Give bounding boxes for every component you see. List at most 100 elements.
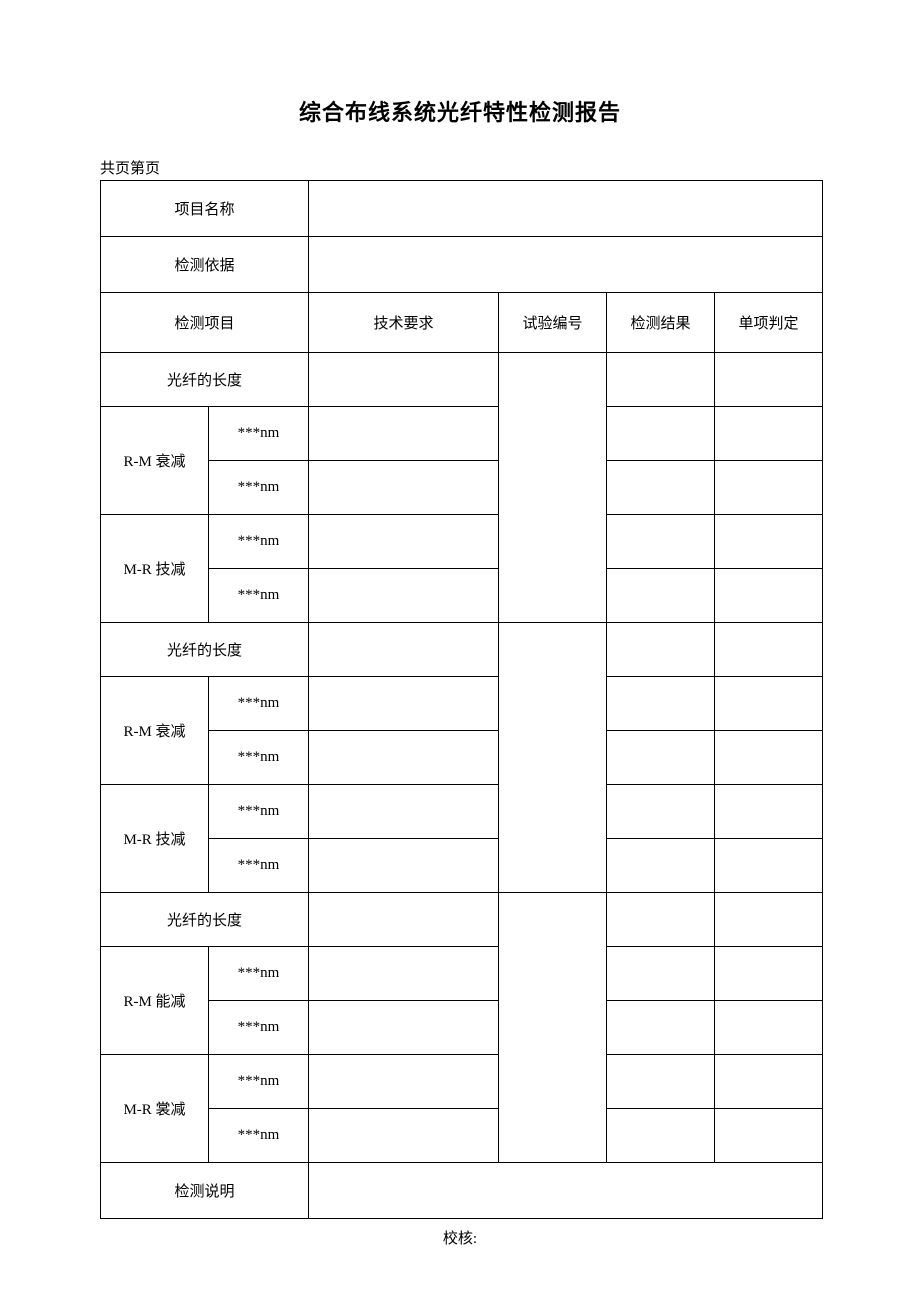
cell-judgment	[715, 947, 823, 1001]
label-fiber-length: 光纤的长度	[101, 893, 309, 947]
label-mr-2: M-R 技减	[101, 785, 209, 893]
label-nm: ***nm	[209, 569, 309, 623]
cell-test-result	[607, 623, 715, 677]
cell-judgment	[715, 1001, 823, 1055]
row-fiber-length-2: 光纤的长度	[101, 623, 823, 677]
label-mr-3: M-R 裳减	[101, 1055, 209, 1163]
cell-tech-req	[309, 569, 499, 623]
label-nm: ***nm	[209, 731, 309, 785]
label-fiber-length: 光纤的长度	[101, 623, 309, 677]
row-rm-3b: ***nm	[101, 1001, 823, 1055]
row-mr-1a: M-R 技减 ***nm	[101, 515, 823, 569]
row-fiber-length-1: 光纤的长度	[101, 353, 823, 407]
cell-judgment	[715, 677, 823, 731]
cell-test-result	[607, 731, 715, 785]
cell-test-result	[607, 1001, 715, 1055]
row-mr-1b: ***nm	[101, 569, 823, 623]
row-rm-1b: ***nm	[101, 461, 823, 515]
cell-judgment	[715, 461, 823, 515]
report-title: 综合布线系统光纤特性检测报告	[100, 95, 820, 127]
value-project-name	[309, 181, 823, 237]
cell-tech-req	[309, 731, 499, 785]
cell-tech-req	[309, 1109, 499, 1163]
cell-test-result	[607, 1055, 715, 1109]
cell-test-no-2	[499, 623, 607, 893]
cell-tech-req	[309, 947, 499, 1001]
cell-test-result	[607, 677, 715, 731]
cell-tech-req	[309, 515, 499, 569]
cell-judgment	[715, 893, 823, 947]
header-test-no: 试验编号	[499, 293, 607, 353]
report-table: 项目名称 检测依据 检测项目 技术要求 试验编号 检测结果 单项判定 光纤的长度…	[100, 180, 823, 1219]
cell-test-no-3	[499, 893, 607, 1163]
label-nm: ***nm	[209, 407, 309, 461]
label-fiber-length: 光纤的长度	[101, 353, 309, 407]
cell-tech-req	[309, 893, 499, 947]
header-test-result: 检测结果	[607, 293, 715, 353]
label-nm: ***nm	[209, 947, 309, 1001]
row-column-headers: 检测项目 技术要求 试验编号 检测结果 单项判定	[101, 293, 823, 353]
cell-tech-req	[309, 1001, 499, 1055]
label-nm: ***nm	[209, 1055, 309, 1109]
cell-judgment	[715, 515, 823, 569]
page-info: 共页第页	[100, 157, 820, 178]
label-project-name: 项目名称	[101, 181, 309, 237]
cell-test-result	[607, 839, 715, 893]
cell-test-result	[607, 353, 715, 407]
cell-judgment	[715, 1055, 823, 1109]
label-nm: ***nm	[209, 1001, 309, 1055]
label-rm-3: R-M 能减	[101, 947, 209, 1055]
cell-tech-req	[309, 407, 499, 461]
cell-test-result	[607, 893, 715, 947]
value-test-basis	[309, 237, 823, 293]
row-fiber-length-3: 光纤的长度	[101, 893, 823, 947]
cell-judgment	[715, 407, 823, 461]
cell-tech-req	[309, 623, 499, 677]
cell-test-result	[607, 569, 715, 623]
cell-test-result	[607, 407, 715, 461]
row-rm-2b: ***nm	[101, 731, 823, 785]
cell-judgment	[715, 569, 823, 623]
cell-judgment	[715, 839, 823, 893]
label-nm: ***nm	[209, 839, 309, 893]
cell-judgment	[715, 731, 823, 785]
header-judgment: 单项判定	[715, 293, 823, 353]
row-mr-3a: M-R 裳减 ***nm	[101, 1055, 823, 1109]
row-rm-3a: R-M 能减 ***nm	[101, 947, 823, 1001]
row-mr-2b: ***nm	[101, 839, 823, 893]
row-rm-1a: R-M 衰减 ***nm	[101, 407, 823, 461]
cell-tech-req	[309, 839, 499, 893]
value-test-desc	[309, 1163, 823, 1219]
cell-test-no-1	[499, 353, 607, 623]
label-rm-1: R-M 衰减	[101, 407, 209, 515]
cell-judgment	[715, 353, 823, 407]
label-mr-1: M-R 技减	[101, 515, 209, 623]
label-test-basis: 检测依据	[101, 237, 309, 293]
cell-tech-req	[309, 1055, 499, 1109]
cell-test-result	[607, 947, 715, 1001]
cell-tech-req	[309, 461, 499, 515]
label-rm-2: R-M 衰减	[101, 677, 209, 785]
cell-tech-req	[309, 677, 499, 731]
row-project-name: 项目名称	[101, 181, 823, 237]
header-tech-req: 技术要求	[309, 293, 499, 353]
cell-tech-req	[309, 785, 499, 839]
cell-tech-req	[309, 353, 499, 407]
cell-judgment	[715, 623, 823, 677]
cell-test-result	[607, 515, 715, 569]
label-nm: ***nm	[209, 785, 309, 839]
footer-verify: 校核:	[100, 1227, 820, 1248]
cell-test-result	[607, 1109, 715, 1163]
label-nm: ***nm	[209, 1109, 309, 1163]
row-rm-2a: R-M 衰减 ***nm	[101, 677, 823, 731]
cell-judgment	[715, 1109, 823, 1163]
row-mr-2a: M-R 技减 ***nm	[101, 785, 823, 839]
header-test-item: 检测项目	[101, 293, 309, 353]
label-nm: ***nm	[209, 515, 309, 569]
row-test-basis: 检测依据	[101, 237, 823, 293]
row-test-desc: 检测说明	[101, 1163, 823, 1219]
label-nm: ***nm	[209, 461, 309, 515]
label-test-desc: 检测说明	[101, 1163, 309, 1219]
label-nm: ***nm	[209, 677, 309, 731]
cell-test-result	[607, 785, 715, 839]
